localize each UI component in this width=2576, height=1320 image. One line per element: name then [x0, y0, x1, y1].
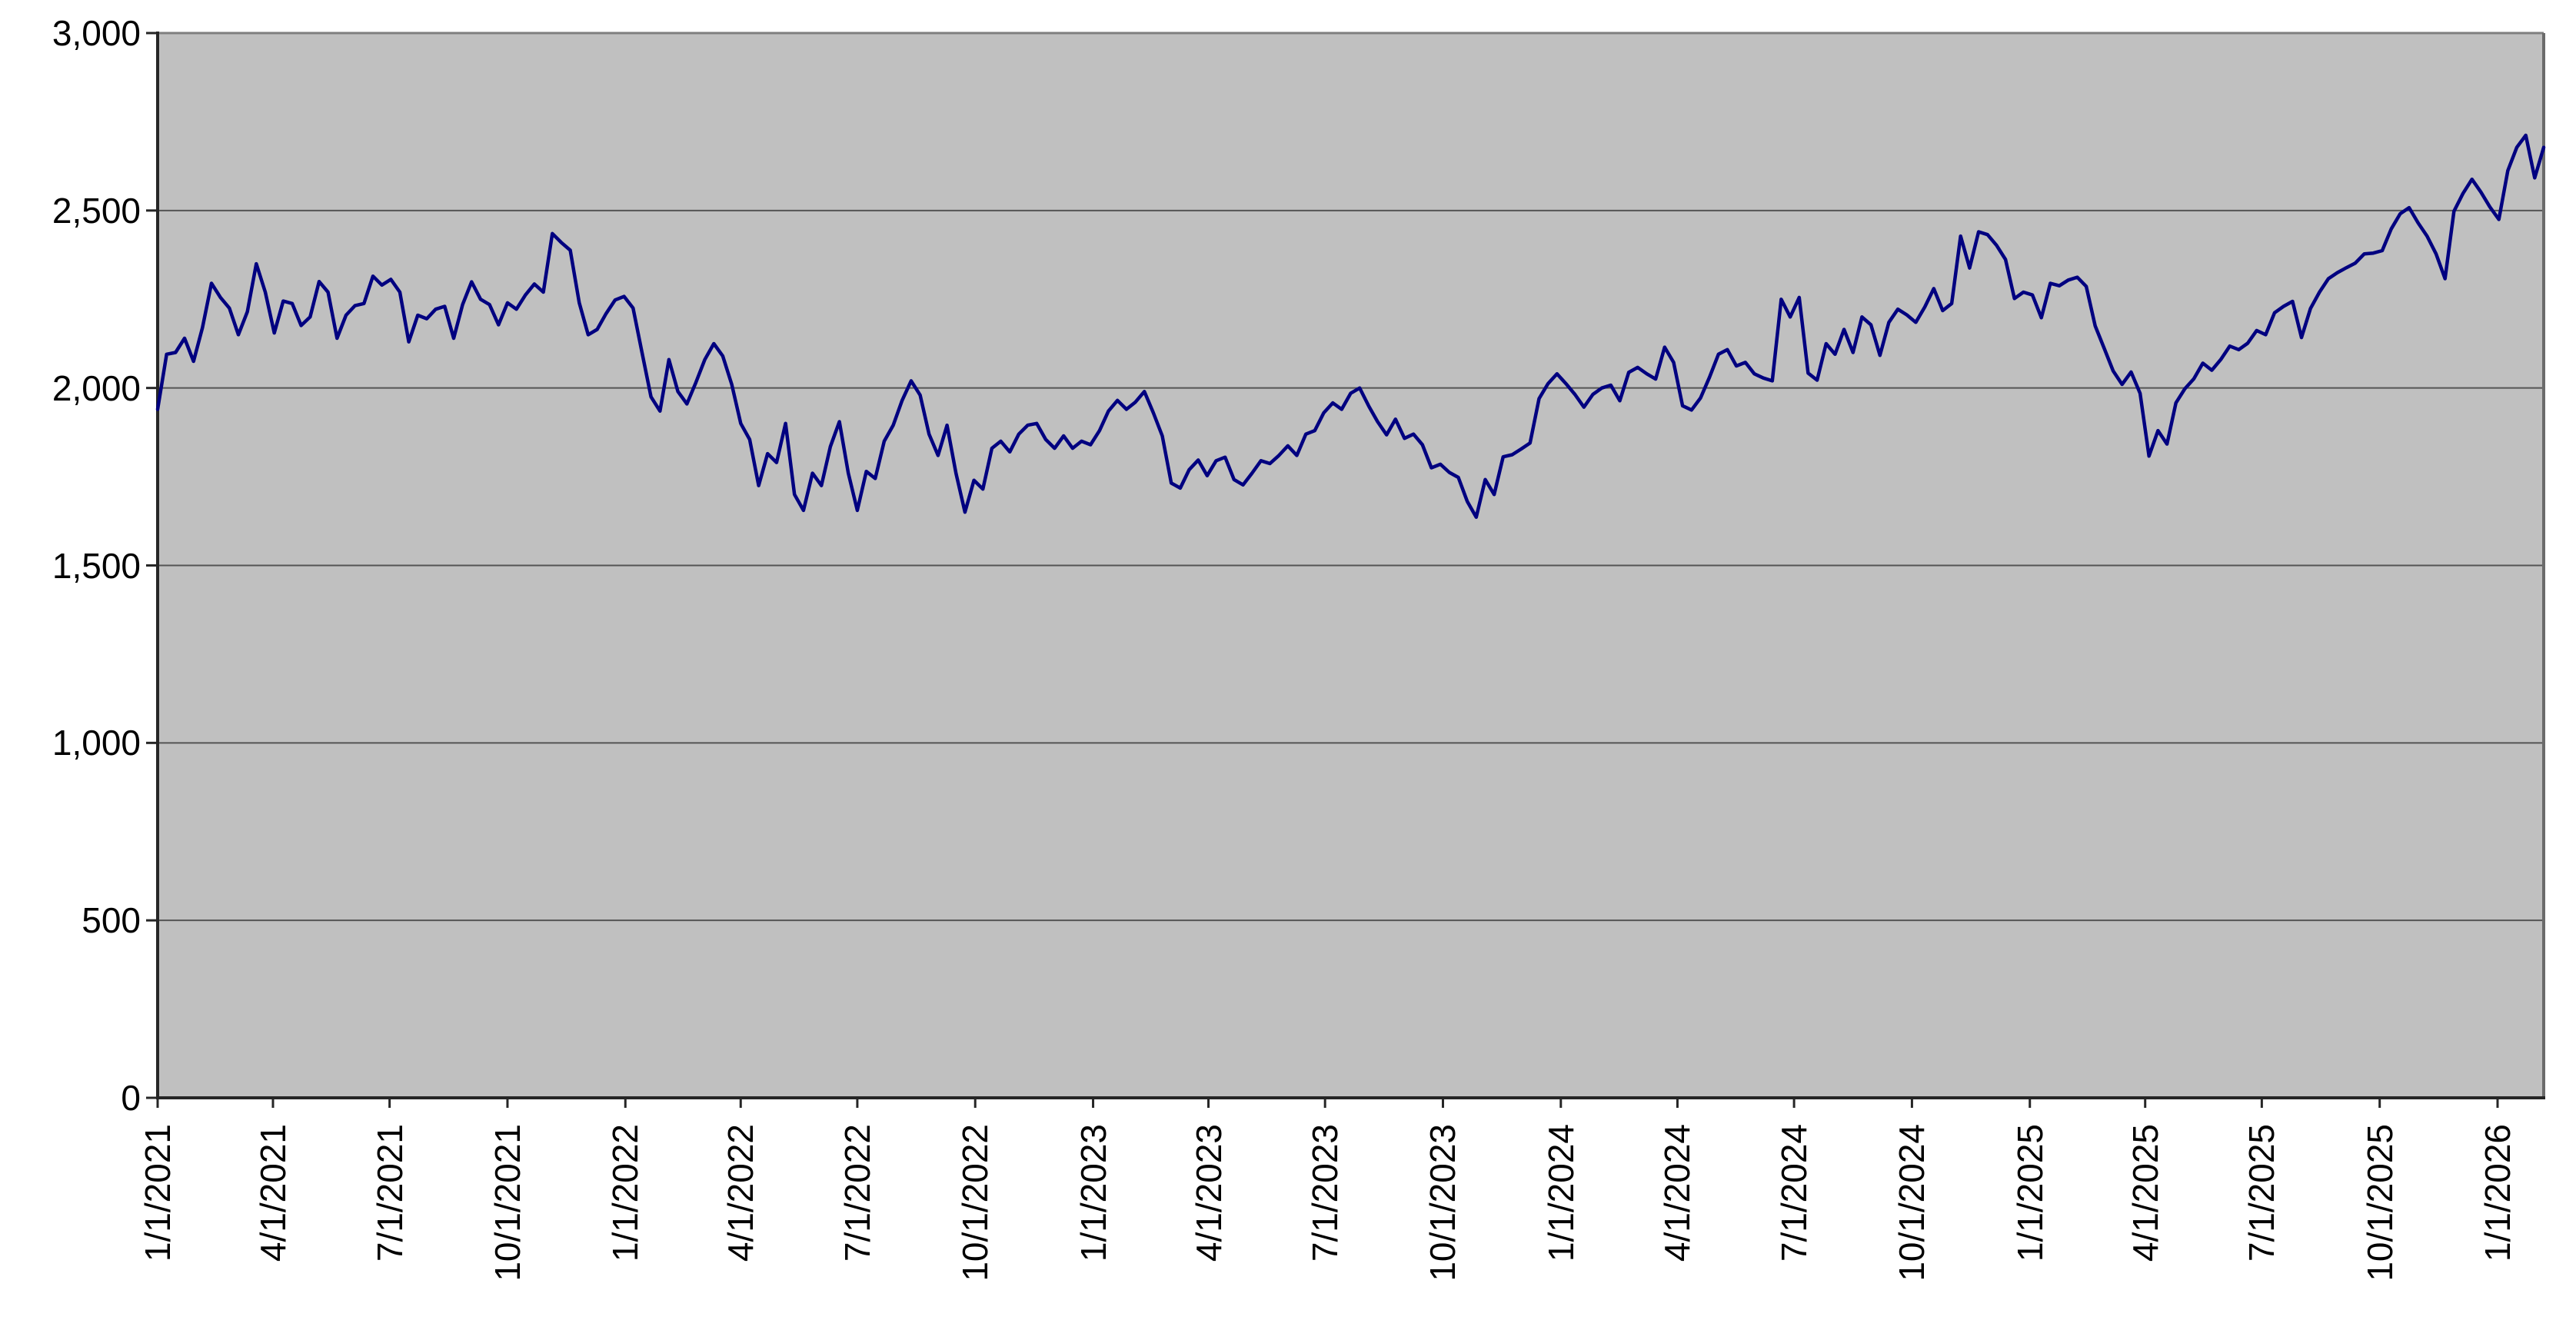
x-axis-label: 7/1/2023 [1305, 1124, 1346, 1262]
x-axis-label: 7/1/2022 [837, 1124, 877, 1262]
x-axis-label: 10/1/2024 [1892, 1124, 1932, 1282]
x-axis-label: 4/1/2022 [721, 1124, 761, 1262]
y-axis-label: 2,500 [52, 190, 141, 231]
series-line[interactable] [155, 133, 2546, 519]
y-axis-label: 3,000 [52, 13, 141, 53]
y-axis-label: 0 [121, 1078, 141, 1118]
x-axis-label: 10/1/2022 [955, 1124, 996, 1282]
x-axis-label: 1/1/2025 [2009, 1124, 2050, 1262]
x-axis-label: 10/1/2025 [2359, 1124, 2400, 1282]
x-axis-label: 1/1/2021 [138, 1124, 178, 1262]
x-axis-label: 7/1/2024 [1774, 1124, 1815, 1262]
x-axis-label: 10/1/2021 [487, 1124, 528, 1282]
x-axis-label: 4/1/2023 [1188, 1124, 1229, 1262]
x-axis-label: 1/1/2023 [1073, 1124, 1113, 1262]
x-axis-label: 7/1/2021 [369, 1124, 410, 1262]
x-axis-label: 4/1/2021 [252, 1124, 293, 1262]
x-axis-label: 1/1/2026 [2478, 1124, 2518, 1262]
x-axis-label: 4/1/2025 [2125, 1124, 2165, 1262]
x-axis-label: 7/1/2025 [2242, 1124, 2282, 1262]
y-axis-label: 1,000 [52, 723, 141, 763]
x-axis-label: 4/1/2024 [1657, 1124, 1698, 1262]
y-axis-label: 2,000 [52, 367, 141, 408]
x-axis-label: 1/1/2022 [605, 1124, 646, 1262]
y-axis-label: 500 [82, 900, 141, 941]
x-axis-label: 1/1/2024 [1540, 1124, 1581, 1262]
x-axis-label: 10/1/2023 [1423, 1124, 1463, 1282]
y-axis-label: 1,500 [52, 545, 141, 586]
